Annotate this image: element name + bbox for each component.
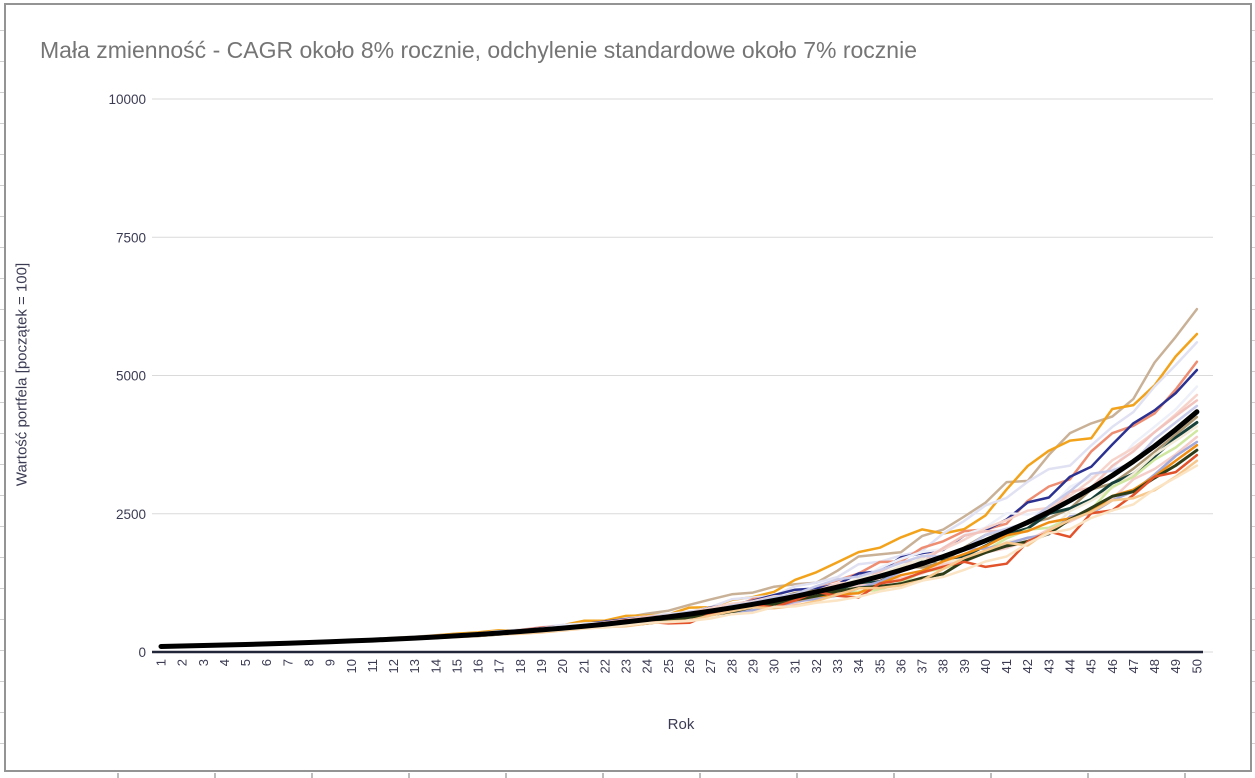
x-tick-label: 5 (238, 659, 253, 666)
x-tick-label: 47 (1126, 659, 1141, 673)
x-tick-label: 8 (301, 659, 316, 666)
x-tick-label: 41 (999, 659, 1014, 673)
x-tick-label: 34 (851, 659, 866, 673)
x-tick-label: 28 (724, 659, 739, 673)
x-tick-label: 31 (788, 659, 803, 673)
spreadsheet-row-ticks-left (0, 0, 4, 772)
spreadsheet-row-ticks-right (1252, 0, 1255, 772)
y-tick-label: 7500 (116, 230, 146, 245)
spreadsheet-column-ticks (22, 773, 1255, 778)
x-tick-label: 30 (767, 659, 782, 673)
x-tick-label: 4 (217, 659, 232, 666)
x-tick-label: 45 (1084, 659, 1099, 673)
x-tick-label: 10 (344, 659, 359, 673)
x-tick-label: 18 (513, 659, 528, 673)
y-axis-title: Wartość portfela [początek = 100] (13, 262, 31, 487)
chart-title: Mała zmienność - CAGR około 8% rocznie, … (40, 37, 917, 63)
x-tick-label: 17 (492, 659, 507, 673)
x-tick-label: 7 (280, 659, 295, 666)
simulation-03 (159, 341, 1199, 648)
x-tick-label: 38 (936, 659, 951, 673)
x-tick-label: 3 (196, 659, 211, 666)
x-tick-label: 36 (893, 659, 908, 673)
x-tick-label: 32 (809, 659, 824, 673)
y-tick-label: 0 (138, 645, 146, 660)
simulation-08 (159, 399, 1199, 648)
x-tick-label: 20 (555, 659, 570, 673)
x-tick-label: 11 (365, 659, 380, 673)
x-tick-label: 43 (1041, 659, 1056, 673)
x-tick-label: 29 (745, 659, 760, 673)
simulation-01 (159, 307, 1199, 648)
spreadsheet-strip-bottom (0, 773, 1255, 778)
x-tick-label: 13 (407, 659, 422, 673)
x-tick-label: 49 (1168, 659, 1183, 673)
x-tick-label: 35 (872, 659, 887, 673)
x-tick-label: 14 (428, 659, 443, 673)
x-tick-label: 9 (323, 659, 338, 666)
x-axis-title: Rok (667, 716, 695, 733)
x-tick-label: 22 (597, 659, 612, 673)
x-tick-label: 46 (1105, 659, 1120, 673)
y-tick-label: 5000 (116, 369, 146, 384)
y-tick-label: 10000 (108, 92, 146, 107)
simulation-04 (159, 360, 1199, 648)
x-tick-label: 23 (619, 659, 634, 673)
x-tick-label: 48 (1147, 659, 1162, 673)
x-tick-label: 24 (640, 659, 655, 673)
x-tick-label: 6 (259, 659, 274, 666)
x-tick-label: 39 (957, 659, 972, 673)
x-tick-label: 40 (978, 659, 993, 673)
x-tick-label: 15 (449, 659, 464, 673)
x-tick-label: 1 (154, 659, 169, 666)
x-tick-label: 50 (1189, 659, 1204, 673)
x-tick-label: 2 (175, 659, 190, 666)
average-line (158, 409, 1200, 649)
y-tick-label: 2500 (116, 507, 146, 522)
x-tick-label: 19 (534, 659, 549, 673)
x-tick-label: 27 (703, 659, 718, 673)
x-tick-label: 33 (830, 659, 845, 673)
x-tick-label: 16 (471, 659, 486, 673)
x-tick-label: 42 (1020, 659, 1035, 673)
x-tick-label: 44 (1063, 659, 1078, 673)
x-tick-label: 12 (386, 659, 401, 673)
x-tick-label: 25 (661, 659, 676, 673)
x-tick-label: 26 (682, 659, 697, 673)
x-tick-label: 37 (915, 659, 930, 673)
x-tick-label: 21 (576, 659, 591, 673)
